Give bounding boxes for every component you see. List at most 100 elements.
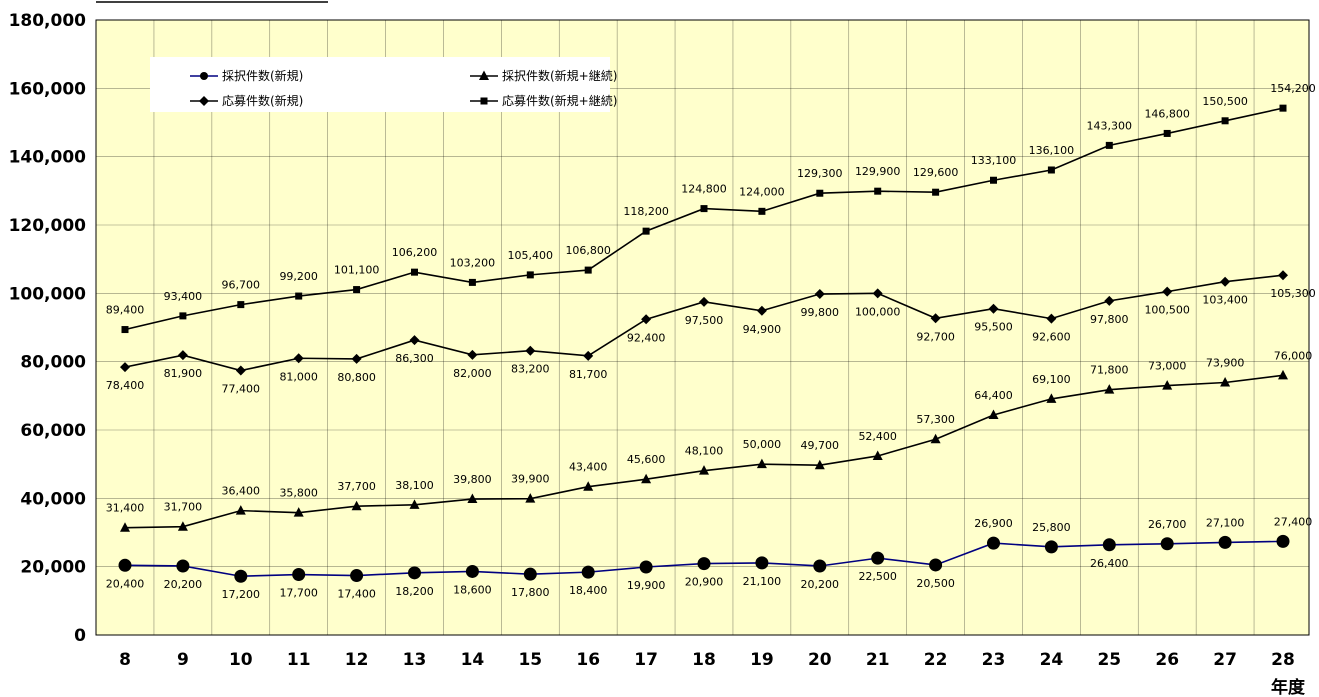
data-point-diamond xyxy=(641,314,652,325)
data-label: 103,200 xyxy=(450,256,496,269)
legend-label: 応募件数(新規) xyxy=(222,93,303,108)
data-label: 105,400 xyxy=(508,249,554,262)
data-label: 89,400 xyxy=(106,304,145,317)
data-point-square xyxy=(1047,166,1055,174)
data-label: 146,800 xyxy=(1144,107,1190,120)
data-label: 133,100 xyxy=(971,154,1017,167)
data-point-diamond xyxy=(1162,286,1173,297)
data-label: 35,800 xyxy=(279,487,318,500)
legend-marker xyxy=(200,72,208,80)
data-label: 124,000 xyxy=(739,185,785,198)
x-tick-label: 23 xyxy=(982,650,1006,670)
data-point-square xyxy=(700,205,708,213)
data-label: 37,700 xyxy=(337,480,376,493)
data-label: 71,800 xyxy=(1090,364,1129,377)
data-point-circle xyxy=(581,565,595,579)
data-point-triangle xyxy=(814,459,825,470)
data-point-circle xyxy=(929,558,943,572)
data-point-square xyxy=(584,266,592,274)
data-label: 18,200 xyxy=(395,585,434,598)
data-point-circle xyxy=(350,569,364,583)
data-label: 82,000 xyxy=(453,367,492,380)
data-label: 100,000 xyxy=(855,305,901,318)
data-point-triangle xyxy=(525,493,536,503)
y-tick-label: 0 xyxy=(74,626,86,646)
x-tick-label: 24 xyxy=(1040,650,1064,670)
data-point-circle xyxy=(118,558,132,572)
x-axis-label: 年度 xyxy=(1271,677,1306,697)
data-point-circle xyxy=(292,568,306,582)
data-label: 50,000 xyxy=(743,438,782,451)
legend-entry: 応募件数(新規) xyxy=(190,93,303,108)
x-axis-ticks: 8 9 10 11 12 13 14 15 16 17 18 19 20 21 22 23 24 25 26 27 28 xyxy=(119,650,1295,670)
x-tick-label: 20 xyxy=(808,650,832,670)
legend-entry: 採択件数(新規) xyxy=(190,68,303,83)
data-point-square xyxy=(1163,129,1171,137)
y-tick-label: 160,000 xyxy=(9,79,87,99)
legend-label: 採択件数(新規) xyxy=(222,68,303,83)
data-label: 118,200 xyxy=(623,205,669,218)
data-label: 129,300 xyxy=(797,167,843,180)
legend-entry: 応募件数(新規+継続) xyxy=(470,93,617,108)
y-tick-label: 120,000 xyxy=(9,216,87,236)
data-point-diamond xyxy=(756,305,767,316)
data-label: 20,200 xyxy=(164,578,203,591)
x-tick-label: 26 xyxy=(1155,650,1179,670)
data-label: 20,500 xyxy=(916,577,955,590)
x-tick-label: 18 xyxy=(692,650,716,670)
legend-marker xyxy=(479,70,489,80)
data-label: 95,500 xyxy=(974,321,1013,334)
data-label: 124,800 xyxy=(681,183,727,196)
data-label: 38,100 xyxy=(395,479,434,492)
data-point-triangle xyxy=(641,473,652,484)
data-point-triangle xyxy=(177,521,188,531)
x-tick-label: 11 xyxy=(287,650,311,670)
data-point-square xyxy=(121,326,129,334)
data-point-square xyxy=(237,301,245,309)
data-point-triangle xyxy=(1162,380,1173,390)
data-point-circle xyxy=(465,564,479,578)
x-tick-label: 17 xyxy=(634,650,658,670)
y-tick-label: 100,000 xyxy=(9,284,87,304)
data-label: 73,000 xyxy=(1148,360,1187,373)
data-label: 31,400 xyxy=(106,502,145,515)
data-label: 17,400 xyxy=(337,588,376,601)
y-tick-label: 20,000 xyxy=(20,558,86,578)
legend-marker xyxy=(199,96,209,106)
data-point-circle xyxy=(234,569,248,583)
data-label: 49,700 xyxy=(801,439,840,452)
x-tick-label: 10 xyxy=(229,650,253,670)
data-label: 39,800 xyxy=(453,473,492,486)
data-point-square xyxy=(642,227,650,235)
data-label: 103,400 xyxy=(1202,294,1248,307)
data-label: 26,400 xyxy=(1090,557,1129,570)
data-label: 100,500 xyxy=(1144,304,1190,317)
data-label: 143,300 xyxy=(1087,119,1133,132)
data-label: 18,400 xyxy=(569,584,608,597)
data-point-diamond xyxy=(1046,313,1057,324)
data-point-diamond xyxy=(1220,276,1231,287)
data-point-diamond xyxy=(235,365,246,376)
data-point-square xyxy=(816,189,824,197)
data-point-square xyxy=(1105,141,1113,149)
data-point-triangle xyxy=(235,505,246,515)
data-label: 43,400 xyxy=(569,461,608,474)
data-label: 92,700 xyxy=(916,330,955,343)
data-point-diamond xyxy=(525,345,536,356)
data-point-circle xyxy=(1276,534,1290,548)
data-label: 106,800 xyxy=(565,244,611,257)
data-point-circle xyxy=(697,557,711,571)
data-label: 17,800 xyxy=(511,586,550,599)
data-point-diamond xyxy=(1278,270,1288,281)
x-tick-label: 14 xyxy=(461,650,485,670)
legend-label: 採択件数(新規+継続) xyxy=(502,68,617,83)
data-label: 25,800 xyxy=(1032,521,1071,534)
data-point-circle xyxy=(871,551,885,565)
y-tick-label: 80,000 xyxy=(20,353,86,373)
data-label: 17,700 xyxy=(279,587,318,600)
data-point-square xyxy=(990,176,997,184)
series-circle xyxy=(118,534,1290,583)
data-label: 105,300 xyxy=(1270,287,1316,300)
data-label: 154,200 xyxy=(1270,82,1316,95)
